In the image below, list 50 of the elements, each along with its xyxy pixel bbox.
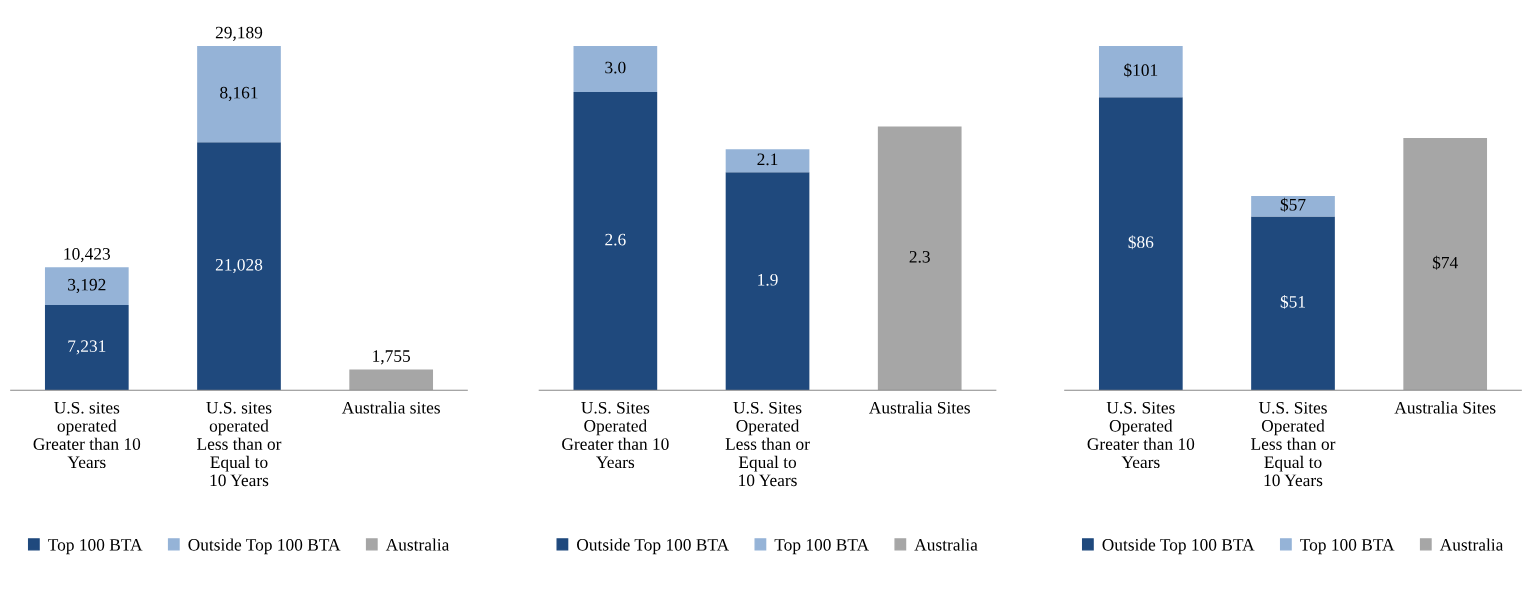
total-label: 29,189 xyxy=(215,26,263,41)
total-label: 3.0 xyxy=(605,61,626,74)
total-label: 10,423 xyxy=(64,247,111,263)
legend-label: Australia xyxy=(385,538,450,551)
bar xyxy=(197,142,281,391)
bar xyxy=(1098,97,1183,391)
x-tick-label: Australia sites xyxy=(341,401,440,414)
bar xyxy=(1251,196,1335,217)
bar xyxy=(1098,46,1183,98)
x-tick-label: U.S. sites operated Greater than 10 Years xyxy=(33,401,141,469)
bar xyxy=(1251,216,1335,391)
bar xyxy=(877,126,962,391)
x-tick-label: U.S. sites operated Less than or Equal to 10 Years xyxy=(197,401,282,487)
total-label: $57 xyxy=(1280,197,1306,212)
x-tick-label: U.S. Sites Operated Less than or Equal to 10 Years xyxy=(1251,401,1336,487)
x-tick-label: Australia Sites xyxy=(869,401,970,414)
x-tick-label: U.S. Sites Operated Less than or Equal to 10 Years xyxy=(725,401,810,487)
data-label: 8,161 xyxy=(220,86,258,102)
bar xyxy=(725,172,810,391)
legend-label: Australia xyxy=(1439,538,1504,551)
bar xyxy=(573,91,658,391)
data-label: 2.6 xyxy=(605,233,626,246)
data-label: $51 xyxy=(1280,294,1305,309)
legend-label: Australia xyxy=(914,538,978,551)
x-tick-label: U.S. Sites Operated Greater than 10 Years xyxy=(1087,401,1195,469)
bar xyxy=(44,304,129,391)
legend-label: Top 100 BTA xyxy=(774,538,869,555)
bar xyxy=(1403,138,1488,391)
data-label: $74 xyxy=(1432,255,1458,270)
data-label: 1,755 xyxy=(373,350,411,365)
bar xyxy=(725,149,810,173)
legend-label: Outside Top 100 BTA xyxy=(188,538,341,555)
legend-label: Top 100 BTA xyxy=(1300,538,1395,555)
x-tick-label: U.S. Sites Operated Greater than 10 Years xyxy=(562,401,669,469)
bar xyxy=(349,369,434,391)
data-label: 21,028 xyxy=(215,258,263,274)
bar xyxy=(573,46,658,92)
legend-label: Outside Top 100 BTA xyxy=(1102,538,1255,555)
data-label: 7,231 xyxy=(68,340,106,355)
total-label: $101 xyxy=(1124,63,1158,78)
bar xyxy=(197,46,281,143)
data-label: 2.3 xyxy=(909,251,930,263)
legend-label: Top 100 BTA xyxy=(48,538,143,555)
x-tick-label: Australia Sites xyxy=(1394,401,1496,414)
data-label: $86 xyxy=(1128,235,1154,250)
total-label: 2.1 xyxy=(757,153,778,166)
data-label: 3,192 xyxy=(68,278,106,294)
legend-label: Outside Top 100 BTA xyxy=(577,538,730,555)
bar xyxy=(44,267,129,305)
data-label: 1.9 xyxy=(758,273,778,286)
